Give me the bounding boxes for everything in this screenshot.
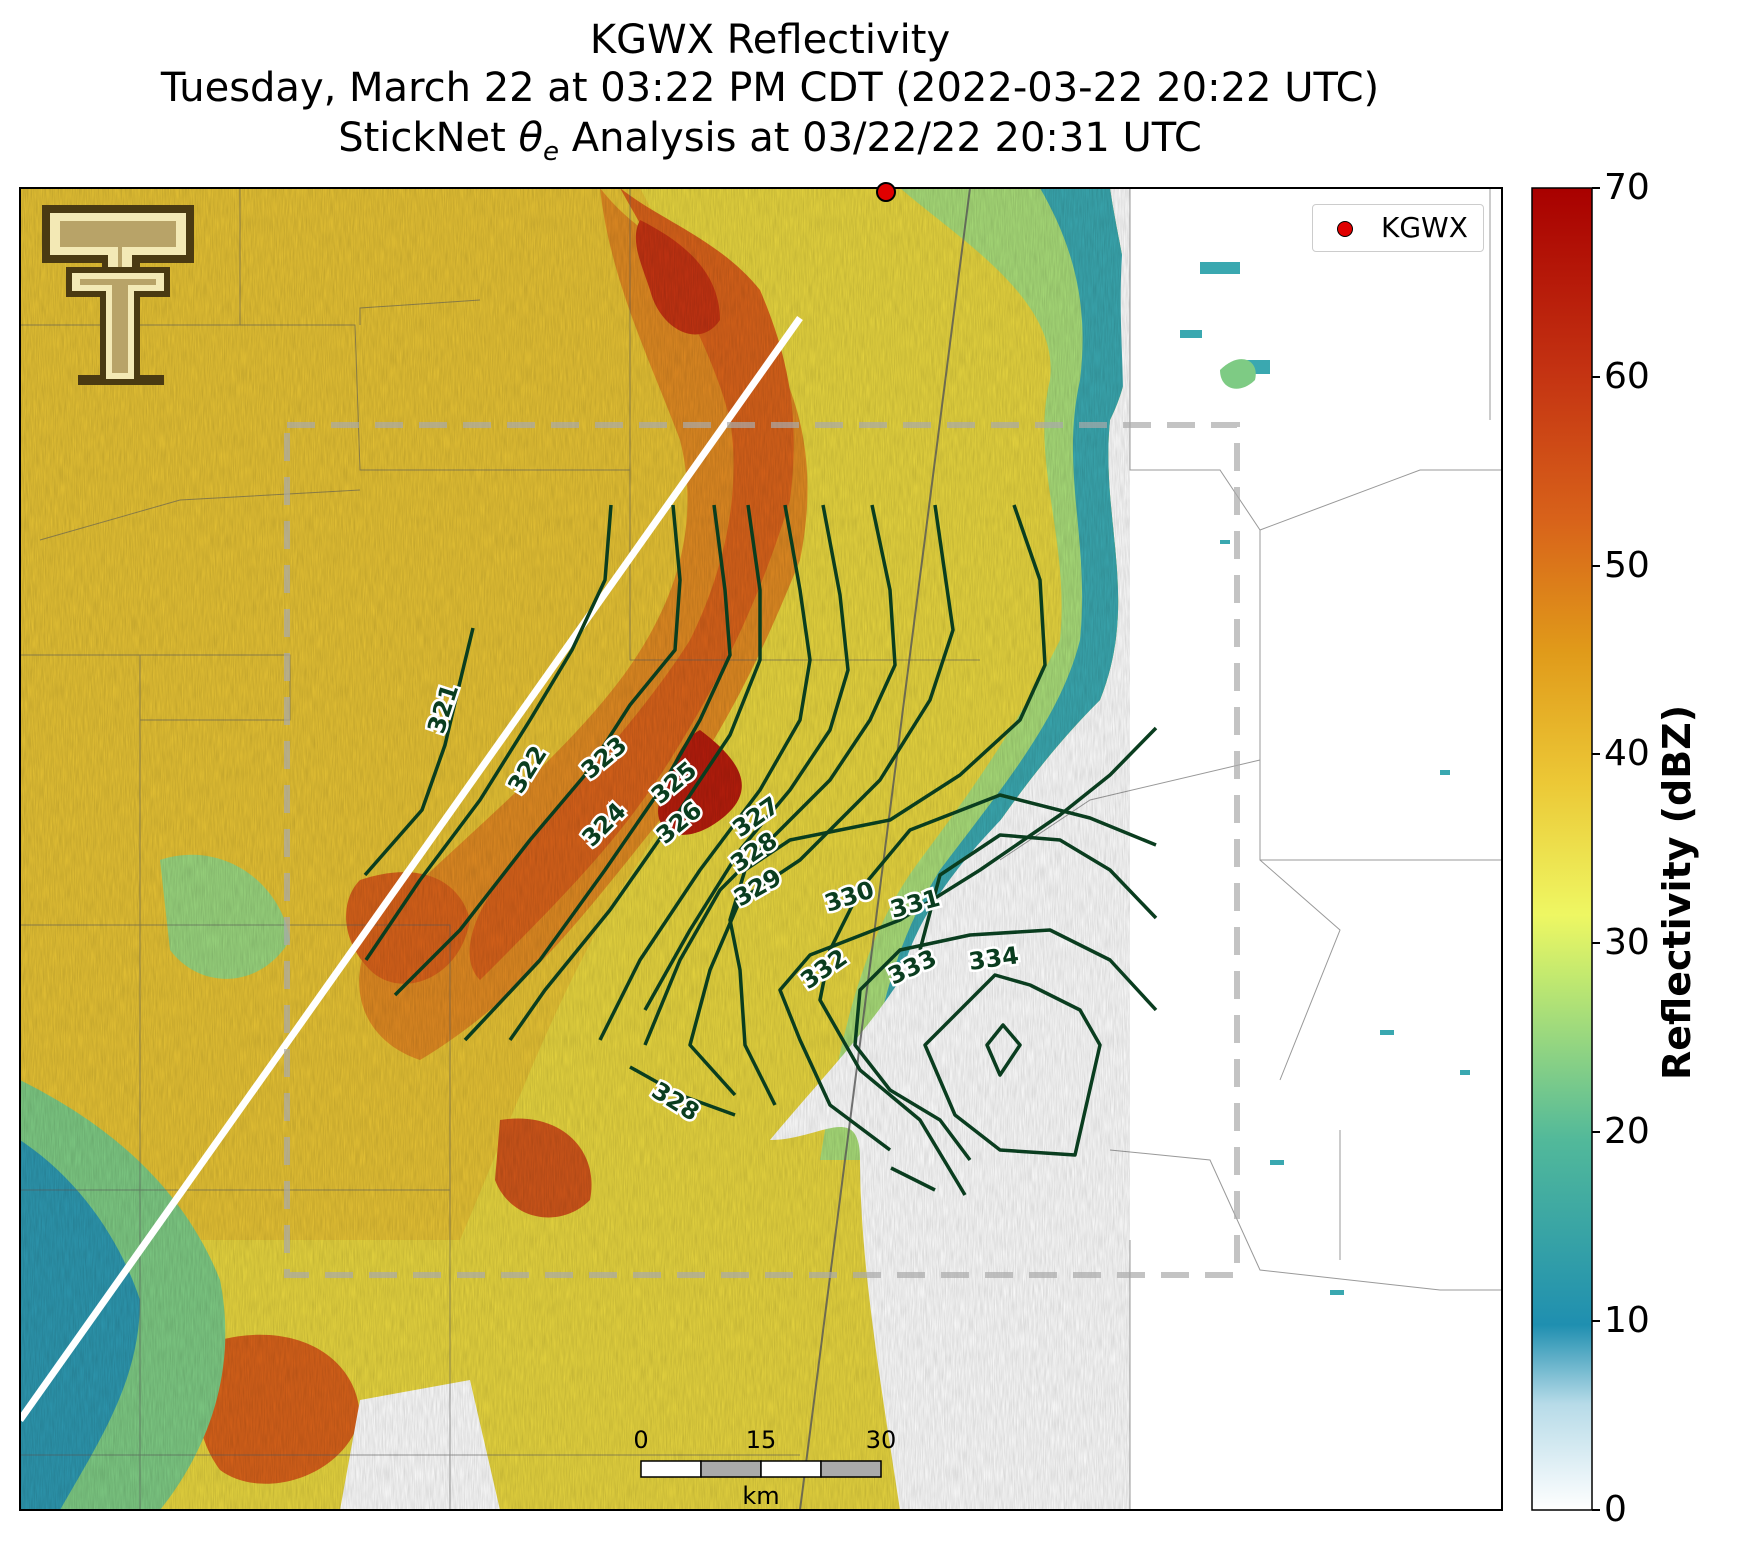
- colorbar-tick-label: 30: [1604, 922, 1650, 963]
- colorbar-ticks: [1592, 187, 1600, 1511]
- map-frame: [19, 187, 1503, 1511]
- texas-tech-logo: [42, 205, 194, 385]
- scale-tick-15: 15: [746, 1426, 777, 1454]
- colorbar-tick-label: 0: [1604, 1489, 1627, 1530]
- analysis-domain-box: [284, 422, 1240, 1278]
- colorbar-tick-label: 40: [1604, 733, 1650, 774]
- theta-e-contours: [363, 504, 1158, 1196]
- highway-line: [799, 188, 971, 1510]
- colorbar-tick-label: 10: [1604, 1300, 1650, 1341]
- radar-legend-marker: [1337, 221, 1353, 237]
- scale-unit: km: [742, 1482, 779, 1510]
- colorbar-tick-label: 50: [1604, 545, 1650, 586]
- colorbar: [1531, 187, 1593, 1511]
- legend-label: KGWX: [1381, 211, 1468, 244]
- scale-tick-30: 30: [866, 1426, 897, 1454]
- title-line-3-prefix: StickNet: [338, 115, 519, 161]
- title-line-2: Tuesday, March 22 at 03:22 PM CDT (2022-…: [160, 65, 1380, 111]
- theta-symbol: θ: [518, 115, 543, 161]
- radar-site-marker: [876, 182, 896, 202]
- colorbar-tick-label: 70: [1604, 167, 1650, 208]
- colorbar-label: Reflectivity (dBZ): [1655, 704, 1699, 1080]
- title-line-1: KGWX Reflectivity: [589, 17, 951, 63]
- beam-blockage-line: [20, 315, 803, 1423]
- title-line-3: StickNet θe Analysis at 03/22/22 20:31 U…: [0, 114, 1540, 176]
- theta-subscript: e: [542, 137, 559, 167]
- reflectivity-field: [20, 188, 1502, 1510]
- map-legend: KGWX: [1312, 204, 1484, 252]
- title-line-3-suffix: Analysis at 03/22/22 20:31 UTC: [558, 115, 1202, 161]
- scale-bar: 0 15 30 km: [633, 1426, 896, 1510]
- colorbar-tick-label: 20: [1604, 1111, 1650, 1152]
- scale-tick-0: 0: [633, 1426, 648, 1454]
- county-boundaries: [20, 188, 1502, 1510]
- colorbar-tick-label: 60: [1604, 356, 1650, 397]
